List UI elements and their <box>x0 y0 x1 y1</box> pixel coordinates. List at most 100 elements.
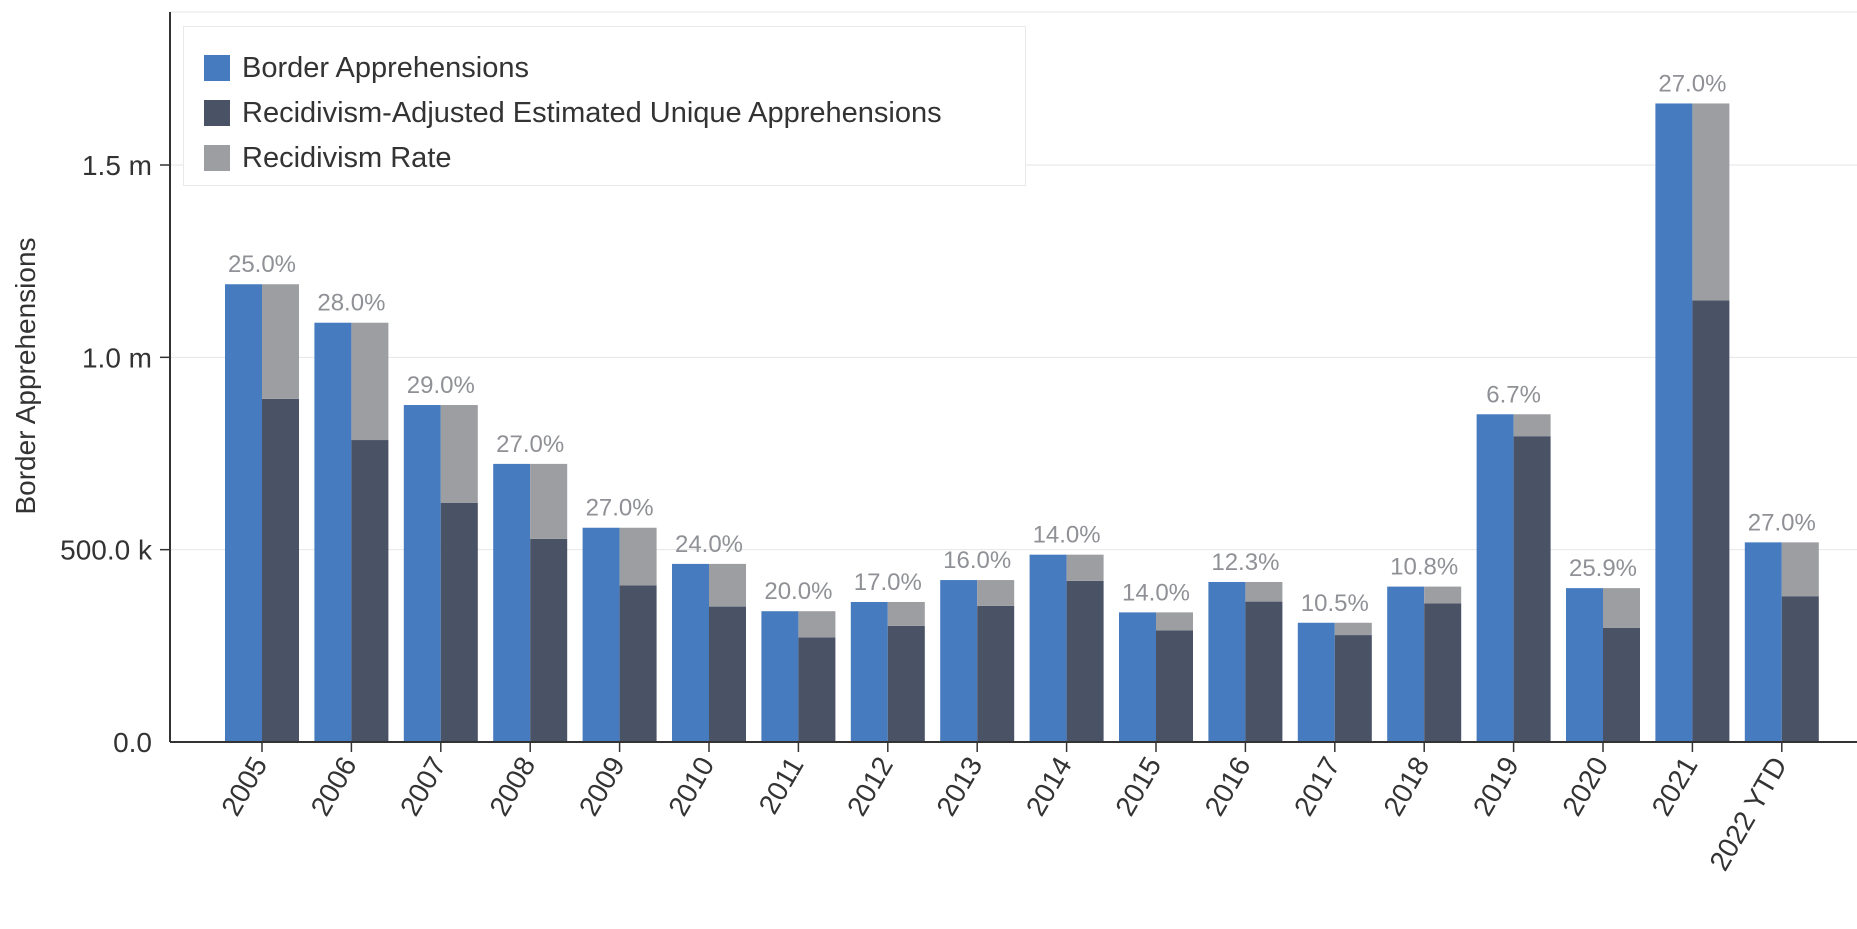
bar-unique-apprehensions <box>977 605 1015 742</box>
x-tick-label: 2009 <box>573 752 631 821</box>
bar-recidivism-portion <box>262 284 299 399</box>
data-label-recidivism-rate: 25.0% <box>228 251 296 278</box>
x-tick-label: 2006 <box>305 752 363 821</box>
data-label-recidivism-rate: 10.5% <box>1301 590 1369 617</box>
bar-border-apprehensions <box>1208 581 1246 742</box>
legend-item-unique-apprehensions[interactable]: Recidivism-Adjusted Estimated Unique App… <box>204 96 942 130</box>
bar-unique-apprehensions <box>619 585 657 742</box>
bar-unique-apprehensions <box>709 606 746 742</box>
x-tick-label: 2022 YTD <box>1703 752 1793 876</box>
data-label-recidivism-rate: 24.0% <box>675 531 743 558</box>
bar-unique-apprehensions <box>887 625 925 742</box>
x-tick-label: 2010 <box>662 752 720 821</box>
bar-recidivism-portion <box>1334 622 1372 636</box>
bar-unique-apprehensions <box>1781 596 1819 742</box>
bar-unique-apprehensions <box>1603 627 1640 742</box>
x-tick-label: 2007 <box>394 752 452 821</box>
legend-label: Recidivism-Adjusted Estimated Unique App… <box>242 96 942 129</box>
legend-swatch-unique-apprehensions <box>204 100 230 126</box>
bar-unique-apprehensions <box>1513 436 1551 742</box>
data-label-recidivism-rate: 27.0% <box>496 431 564 458</box>
bar-border-apprehensions <box>1297 622 1335 742</box>
legend-swatch-recidivism-rate <box>204 145 230 171</box>
bar-border-apprehensions <box>582 527 620 742</box>
bar-unique-apprehensions <box>440 502 478 742</box>
bar-recidivism-portion <box>530 463 568 539</box>
bar-recidivism-portion <box>798 611 836 638</box>
x-tick-label: 2015 <box>1109 752 1167 821</box>
bar-recidivism-portion <box>1156 612 1193 631</box>
y-tick-label: 1.0 m <box>82 342 152 373</box>
data-label-recidivism-rate: 29.0% <box>407 372 475 399</box>
bar-recidivism-portion <box>1692 103 1730 301</box>
bar-unique-apprehensions <box>1156 630 1193 742</box>
x-tick-label: 2019 <box>1467 752 1525 821</box>
bar-border-apprehensions <box>403 405 441 742</box>
data-label-recidivism-rate: 12.3% <box>1211 549 1279 576</box>
data-label-recidivism-rate: 17.0% <box>854 569 922 596</box>
bar-unique-apprehensions <box>530 538 568 742</box>
bar-unique-apprehensions <box>1245 601 1283 742</box>
bar-border-apprehensions <box>493 463 531 742</box>
bar-unique-apprehensions <box>798 637 836 742</box>
legend-swatch-border-apprehensions <box>204 55 230 81</box>
data-label-recidivism-rate: 6.7% <box>1486 381 1541 408</box>
bar-recidivism-portion <box>619 527 657 586</box>
bar-recidivism-portion <box>1424 586 1462 604</box>
data-label-recidivism-rate: 27.0% <box>586 495 654 522</box>
x-tick-label: 2014 <box>1020 752 1078 821</box>
legend-label: Border Apprehensions <box>242 51 529 84</box>
bar-recidivism-portion <box>351 322 389 441</box>
bar-unique-apprehensions <box>1692 300 1730 742</box>
legend: Border Apprehensions Recidivism-Adjusted… <box>183 26 1026 186</box>
bar-recidivism-portion <box>440 405 478 503</box>
y-tick-label: 1.5 m <box>82 150 152 181</box>
data-label-recidivism-rate: 27.0% <box>1748 509 1816 536</box>
bar-unique-apprehensions <box>1066 580 1104 742</box>
legend-item-border-apprehensions[interactable]: Border Apprehensions <box>204 51 529 85</box>
x-tick-label: 2020 <box>1556 752 1614 821</box>
bar-border-apprehensions <box>1476 414 1514 742</box>
bar-border-apprehensions <box>761 611 799 742</box>
legend-item-recidivism-rate[interactable]: Recidivism Rate <box>204 141 452 175</box>
bar-border-apprehensions <box>1655 103 1693 743</box>
data-label-recidivism-rate: 20.0% <box>764 578 832 605</box>
bar-recidivism-portion <box>887 601 925 626</box>
data-label-recidivism-rate: 16.0% <box>943 547 1011 574</box>
bar-border-apprehensions <box>1566 588 1603 742</box>
bar-border-apprehensions <box>1387 586 1425 742</box>
bar-unique-apprehensions <box>351 440 389 742</box>
bar-recidivism-portion <box>1781 542 1819 597</box>
data-label-recidivism-rate: 25.9% <box>1569 555 1637 582</box>
data-label-recidivism-rate: 27.0% <box>1658 70 1726 97</box>
bar-border-apprehensions <box>1029 554 1067 742</box>
bar-border-apprehensions <box>1119 612 1156 742</box>
data-label-recidivism-rate: 10.8% <box>1390 554 1458 581</box>
bar-border-apprehensions <box>672 563 709 742</box>
bar-border-apprehensions <box>1744 542 1782 742</box>
bar-recidivism-portion <box>1513 414 1551 437</box>
bar-border-apprehensions <box>940 580 978 742</box>
bar-border-apprehensions <box>850 601 888 742</box>
bar-unique-apprehensions <box>1424 603 1462 742</box>
bar-recidivism-portion <box>977 580 1015 606</box>
x-tick-label: 2008 <box>483 752 541 821</box>
x-tick-label: 2018 <box>1377 752 1435 821</box>
x-tick-label: 2005 <box>215 752 273 821</box>
y-tick-label: 0.0 <box>113 727 152 758</box>
bar-recidivism-portion <box>1066 554 1104 581</box>
data-label-recidivism-rate: 14.0% <box>1033 522 1101 549</box>
bar-recidivism-portion <box>1245 581 1283 602</box>
bar-recidivism-portion <box>709 563 746 607</box>
bar-border-apprehensions <box>225 284 262 742</box>
x-tick-label: 2016 <box>1199 752 1257 821</box>
x-tick-label: 2017 <box>1288 752 1346 821</box>
data-label-recidivism-rate: 28.0% <box>317 290 385 317</box>
bar-unique-apprehensions <box>1334 635 1372 742</box>
x-tick-label: 2021 <box>1646 752 1704 821</box>
x-tick-label: 2013 <box>930 751 988 820</box>
y-axis-title: Border Apprehensions <box>10 237 41 515</box>
bar-border-apprehensions <box>314 322 352 742</box>
